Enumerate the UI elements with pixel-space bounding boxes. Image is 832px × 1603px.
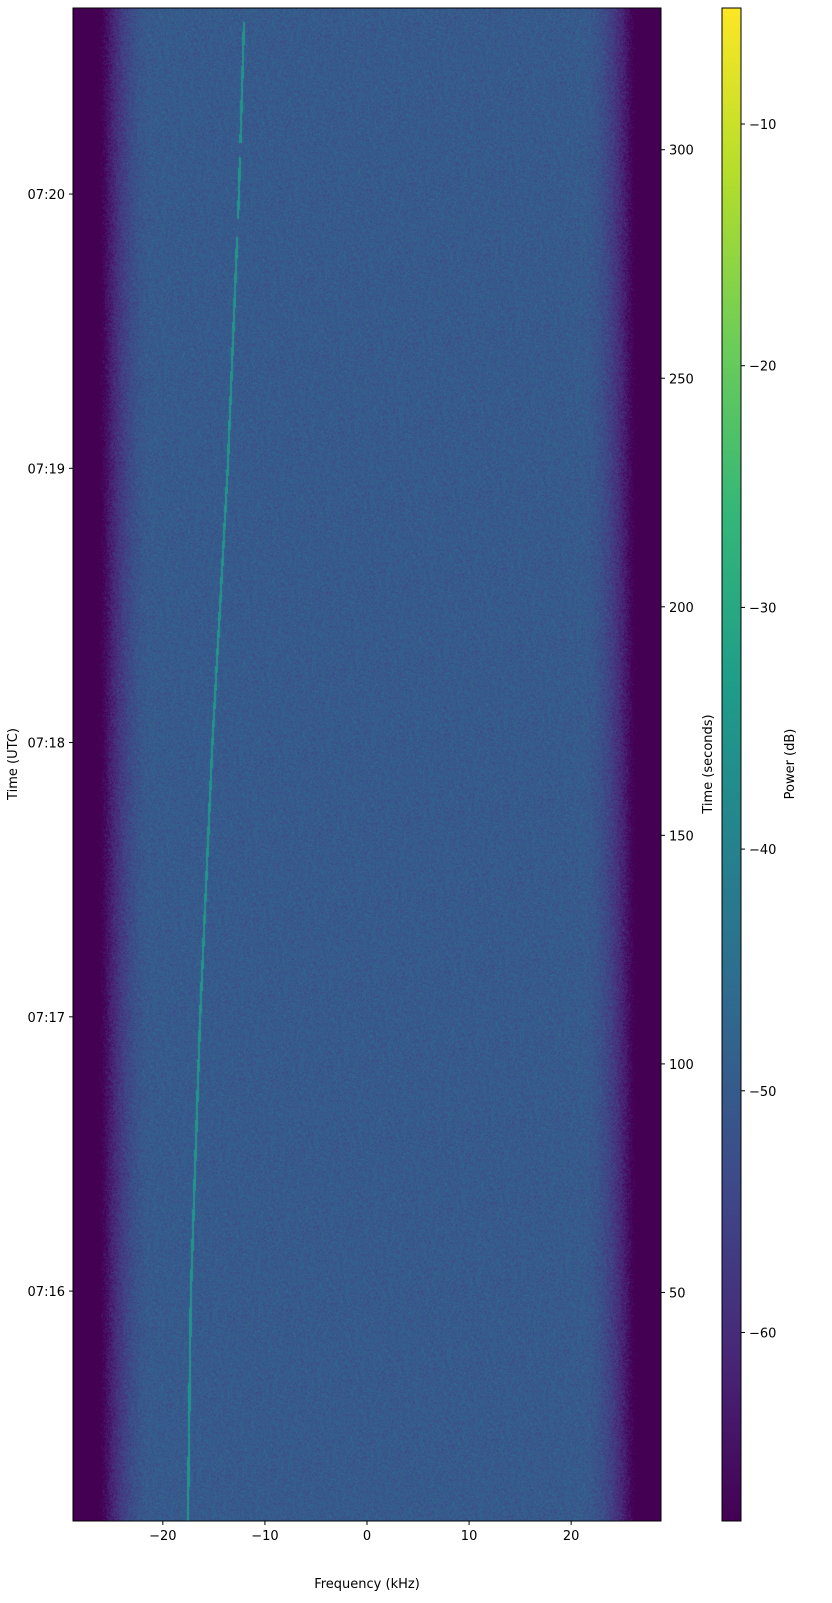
- colorbar-tick-label: −20: [749, 360, 776, 375]
- left-y-tick-label: 07:16: [28, 1285, 65, 1300]
- colorbar-frame: [721, 7, 742, 1522]
- left-y-tick-label: 07:18: [28, 737, 65, 752]
- right-y-tick-label: 200: [669, 601, 694, 616]
- x-tick-label: −10: [251, 1529, 278, 1544]
- right-y-tick-label: 50: [669, 1286, 686, 1301]
- left-y-tick-label: 07:19: [28, 462, 65, 477]
- right-y-tick-label: 150: [669, 829, 694, 844]
- x-tick-label: −20: [149, 1529, 176, 1544]
- spectrogram-image: [73, 8, 661, 1521]
- colorbar-gradient: [722, 8, 741, 1521]
- x-axis-label: Frequency (kHz): [314, 1577, 420, 1592]
- colorbar-ticks: −60 −50 −40 −30 −20 −10: [741, 118, 776, 1341]
- x-tick-label: 20: [563, 1529, 580, 1544]
- right-y-tick-label: 250: [669, 372, 694, 387]
- right-y-axis-label: Time (seconds): [701, 714, 716, 814]
- colorbar-label: Power (dB): [783, 729, 798, 800]
- colorbar-tick-label: −30: [749, 601, 776, 616]
- left-y-tick-label: 07:17: [28, 1011, 65, 1026]
- colorbar-tick-label: −40: [749, 843, 776, 858]
- x-tick-label: 0: [363, 1529, 371, 1544]
- x-tick-label: 10: [461, 1529, 478, 1544]
- left-y-axis-label: Time (UTC): [6, 728, 21, 801]
- colorbar-tick-label: −50: [749, 1085, 776, 1100]
- right-y-ticks: 50 100 150 200 250 300: [661, 144, 694, 1301]
- colorbar-tick-label: −60: [749, 1326, 776, 1341]
- right-y-tick-label: 100: [669, 1058, 694, 1073]
- colorbar-tick-label: −10: [749, 118, 776, 133]
- x-ticks: −20 −10 0 10 20: [149, 1521, 579, 1544]
- left-y-ticks: 07:16 07:17 07:18 07:19 07:20: [28, 188, 73, 1300]
- right-y-tick-label: 300: [669, 144, 694, 159]
- left-y-tick-label: 07:20: [28, 188, 65, 203]
- plot-frame: [72, 7, 662, 1522]
